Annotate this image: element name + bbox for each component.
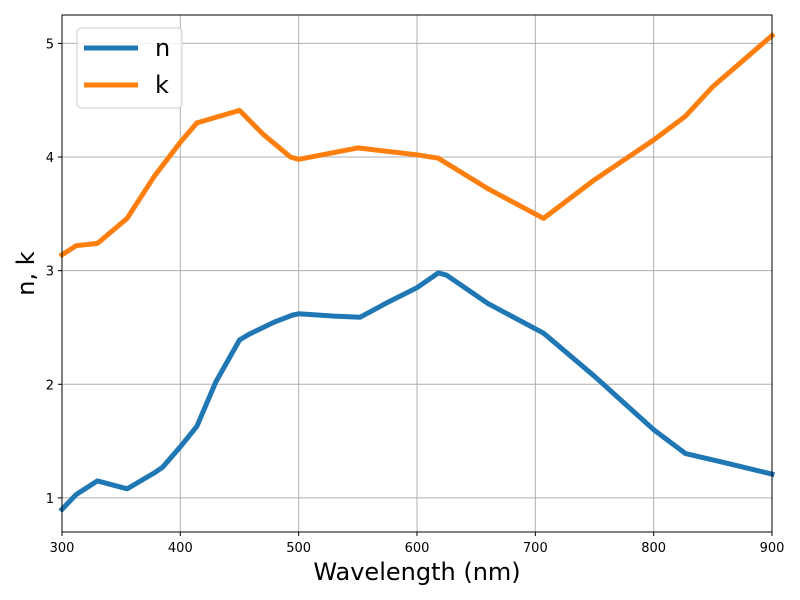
y-tick-label: 2 — [46, 378, 54, 393]
series-lines — [58, 31, 776, 513]
legend: nk — [76, 27, 183, 109]
x-tick-label: 600 — [405, 541, 430, 556]
x-axis-label: Wavelength (nm) — [313, 558, 520, 586]
series-line-k — [58, 31, 776, 259]
x-tick-label: 800 — [641, 541, 666, 556]
x-tick-label: 700 — [523, 541, 548, 556]
y-axis-label: n, k — [12, 251, 40, 295]
legend-label-k: k — [155, 71, 169, 99]
series-line-n — [58, 270, 776, 513]
y-tick-label: 4 — [46, 151, 54, 166]
x-tick-label: 500 — [286, 541, 311, 556]
x-tick-label: 400 — [168, 541, 193, 556]
x-tick-label: 300 — [50, 541, 75, 556]
y-tick-label: 5 — [46, 37, 54, 52]
y-tick-label: 3 — [46, 265, 54, 280]
ticks: 300 400 500 600 700 800 900 1 2 3 4 5 — [46, 37, 785, 556]
legend-label-n: n — [155, 34, 170, 62]
y-tick-label: 1 — [46, 492, 54, 507]
x-tick-label: 900 — [760, 541, 785, 556]
